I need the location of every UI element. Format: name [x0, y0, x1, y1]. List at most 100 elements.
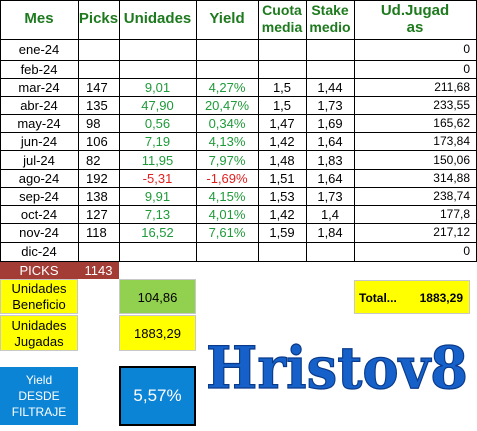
cell-yield: 4,01%	[208, 207, 246, 222]
header-picks: Picks	[78, 10, 119, 27]
cell-mes: sep-24	[19, 189, 59, 204]
cell-stake: 1,64	[317, 134, 343, 149]
cell-mes: jun-24	[20, 134, 58, 149]
cell-jugadas: 173,84	[433, 134, 470, 148]
cell-cuota: 1,5	[272, 98, 292, 113]
cell-unidades: 0,56	[144, 116, 171, 131]
cell-picks: 98	[86, 116, 101, 131]
beneficio-label: Unidades Beneficio	[0, 279, 78, 314]
yield-filtraje-line2: DESDE	[18, 389, 60, 403]
cell-jugadas: 211,68	[434, 80, 470, 94]
cell-cuota: 1,42	[269, 134, 295, 149]
cell-stake: 1,73	[317, 98, 343, 113]
cell-stake: 1,69	[317, 116, 343, 131]
yield-filtraje-line1: Yield	[25, 373, 53, 387]
cell-yield: 4,27%	[208, 80, 246, 95]
total-value: 1883,29	[419, 291, 463, 305]
cell-mes: nov-24	[19, 225, 59, 240]
logo-text-outline: Hristov8	[206, 334, 468, 402]
cell-jugadas: 0	[463, 244, 470, 258]
cell-stake: 1,64	[317, 171, 343, 186]
cell-cuota: 1,5	[272, 80, 292, 95]
cell-yield: 7,97%	[208, 153, 246, 168]
header-stake-line2: medio	[309, 19, 351, 35]
cell-mes: oct-24	[20, 207, 58, 222]
jugadas-label-line2: Jugadas	[14, 334, 64, 349]
header-mes: Mes	[24, 10, 54, 27]
cell-mes: dic-24	[21, 244, 57, 259]
cell-cuota: 1,53	[269, 189, 295, 204]
cell-stake: 1,44	[317, 80, 343, 95]
cell-mes: ago-24	[18, 171, 60, 186]
cell-stake: 1,83	[317, 153, 343, 168]
cell-picks: 127	[86, 207, 108, 222]
cell-cuota: 1,59	[269, 225, 295, 240]
cell-jugadas: 314,88	[433, 171, 470, 185]
cell-mes: jul-24	[23, 153, 55, 168]
beneficio-value: 104,86	[119, 279, 196, 314]
total-label: Total...	[359, 291, 397, 305]
jugadas-label: Unidades Jugadas	[0, 315, 78, 351]
total-box: Total... 1883,29	[354, 280, 470, 314]
cell-stake: 1,4	[320, 207, 340, 222]
cell-stake: 1,84	[317, 225, 343, 240]
hristov8-logo: Hristov8 Hristov8	[203, 331, 472, 406]
cell-yield: 20,47%	[204, 98, 250, 113]
cell-jugadas: 150,06	[433, 153, 470, 167]
cell-unidades: 11,95	[141, 153, 174, 168]
cell-jugadas: 217,12	[433, 225, 470, 239]
cell-unidades: 9,01	[144, 80, 171, 95]
cell-mes: abr-24	[20, 98, 58, 113]
header-jugadas-line2: as	[406, 19, 424, 36]
cell-unidades: 9,91	[144, 189, 171, 204]
cell-jugadas: 0	[463, 42, 470, 56]
cell-yield: -1,69%	[206, 171, 248, 186]
beneficio-label-line2: Beneficio	[12, 297, 66, 312]
cell-jugadas: 177,8	[439, 207, 470, 221]
cell-jugadas: 233,55	[433, 98, 470, 112]
yield-filtraje-line3: FILTRAJE	[11, 405, 67, 419]
cell-unidades: 16,52	[141, 225, 174, 240]
header-cuota-line2: media	[261, 19, 303, 35]
cell-picks: 147	[86, 80, 108, 95]
cell-mes: may-24	[17, 116, 61, 131]
jugadas-label-line1: Unidades	[11, 318, 67, 333]
cell-stake: 1,73	[317, 189, 343, 204]
yield-filtraje-label: Yield DESDE FILTRAJE	[0, 367, 78, 425]
cell-cuota: 1,47	[269, 116, 295, 131]
cell-mes: feb-24	[20, 62, 58, 77]
cell-yield: 7,61%	[208, 225, 246, 240]
picks-total: 1143	[78, 262, 119, 279]
header-unidades: Unidades	[123, 10, 192, 27]
cell-yield: 4,13%	[208, 134, 246, 149]
cell-picks: 106	[86, 134, 108, 149]
jugadas-value: 1883,29	[119, 315, 196, 351]
yield-filtraje-value: 5,57%	[119, 366, 196, 426]
cell-picks: 135	[86, 98, 108, 113]
cell-picks: 118	[86, 225, 107, 240]
cell-yield: 4,15%	[208, 189, 246, 204]
picks-label: PICKS	[0, 262, 78, 279]
header-jugadas-line1: Ud.Jugad	[380, 2, 450, 19]
cell-picks: 82	[86, 153, 101, 168]
cell-mes: ene-24	[18, 42, 60, 57]
header-yield: Yield	[209, 10, 245, 27]
cell-yield: 0,34%	[208, 116, 246, 131]
cell-picks: 192	[86, 171, 108, 186]
cell-unidades: 7,19	[144, 134, 171, 149]
header-cuota-line1: Cuota	[262, 2, 302, 18]
logo-text: Hristov8	[206, 334, 468, 402]
cell-cuota: 1,42	[269, 207, 295, 222]
cell-cuota: 1,48	[269, 153, 295, 168]
cell-picks: 138	[86, 189, 108, 204]
cell-jugadas: 0	[463, 62, 470, 76]
cell-jugadas: 238,74	[433, 189, 470, 203]
beneficio-label-line1: Unidades	[11, 281, 67, 296]
cell-mes: mar-24	[18, 80, 60, 95]
header-stake-line1: Stake	[311, 2, 349, 18]
cell-unidades: 47,90	[141, 98, 174, 113]
cell-unidades: -5,31	[142, 171, 173, 186]
cell-unidades: 7,13	[144, 207, 171, 222]
cell-jugadas: 165,62	[433, 116, 470, 130]
cell-cuota: 1,51	[269, 171, 295, 186]
